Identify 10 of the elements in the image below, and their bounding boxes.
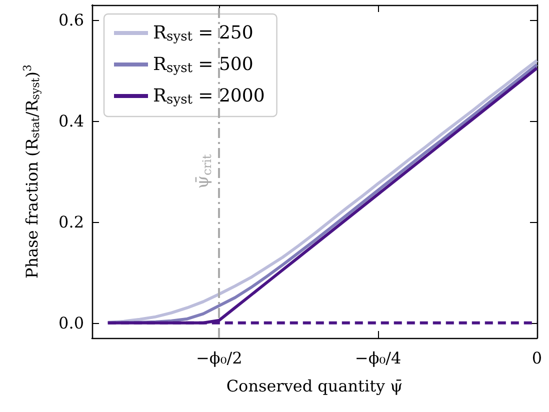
ref-line-label: ψ̄crit <box>193 154 214 189</box>
y-axis-title: Phase fraction (Rstat/Rsyst)3 <box>21 64 42 278</box>
y-tick-label: 0.0 <box>58 313 84 332</box>
x-tick-label: 0 <box>532 348 542 368</box>
y-tick-label: 0.4 <box>58 112 84 131</box>
y-tick-label: 0.2 <box>58 212 84 232</box>
x-tick-label: −ϕ₀/4 <box>354 348 402 368</box>
y-tick-label: 0.6 <box>58 10 84 30</box>
x-axis-title: Conserved quantity ψ̄ <box>226 376 403 396</box>
x-tick-label: −ϕ₀/2 <box>196 348 242 368</box>
